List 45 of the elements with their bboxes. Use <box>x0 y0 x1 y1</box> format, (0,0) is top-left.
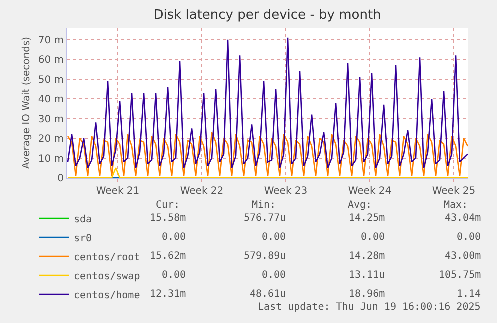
text: 1.14 <box>457 289 482 300</box>
text: 15.58m <box>150 213 186 224</box>
chart-title: Disk latency per device - by month <box>154 8 382 24</box>
y-tick-label: 30 m <box>38 114 64 126</box>
text: Min: <box>252 200 276 211</box>
y-tick-label: 10 m <box>38 154 64 165</box>
text: 48.61u <box>250 289 286 300</box>
y-tick-label: 20 m <box>38 134 64 146</box>
text: 43.00m <box>445 251 482 262</box>
x-tick-label: Week 25 <box>432 186 476 197</box>
legend-label: centos/home <box>74 290 140 302</box>
text: 0.00 <box>361 232 386 243</box>
text: Last update: Thu Jun 19 16:00:16 2025 <box>258 302 481 313</box>
text: 0.00 <box>457 232 482 243</box>
text: 43.04m <box>445 213 482 224</box>
text: 579.89u <box>244 251 286 262</box>
legend-label: centos/root <box>74 252 140 264</box>
text: 0.00 <box>262 270 286 281</box>
text: 105.75m <box>439 270 482 281</box>
text: Max: <box>444 200 468 211</box>
text: 0.00 <box>162 270 186 281</box>
x-tick-label: Week 24 <box>348 186 392 197</box>
text: 0.00 <box>162 232 186 243</box>
y-axis-title: Average IO Wait (seconds) <box>21 36 32 170</box>
y-tick-label: 50 m <box>38 74 64 86</box>
text: 0.00 <box>262 232 286 243</box>
legend-label: centos/swap <box>74 271 140 282</box>
text: Cur: <box>156 200 180 211</box>
text: 12.31m <box>150 289 186 300</box>
legend-label: sr0 <box>74 233 92 244</box>
text: 15.62m <box>150 251 186 262</box>
text: 14.28m <box>349 251 386 262</box>
text: 13.11u <box>349 270 386 281</box>
y-tick-label: 60 m <box>38 55 64 66</box>
text: Avg: <box>348 200 372 211</box>
text: 14.25m <box>349 213 386 224</box>
x-tick-label: Week 23 <box>264 186 308 197</box>
legend-label: sda <box>74 214 92 226</box>
x-tick-label: Week 21 <box>96 186 140 197</box>
y-tick-label: 0 <box>58 174 64 184</box>
y-tick-label: 70 m <box>38 35 64 46</box>
y-tick-label: 40 m <box>38 94 64 106</box>
text: 18.96m <box>349 289 386 300</box>
text: 576.77u <box>244 213 286 224</box>
x-tick-label: Week 22 <box>180 186 224 197</box>
